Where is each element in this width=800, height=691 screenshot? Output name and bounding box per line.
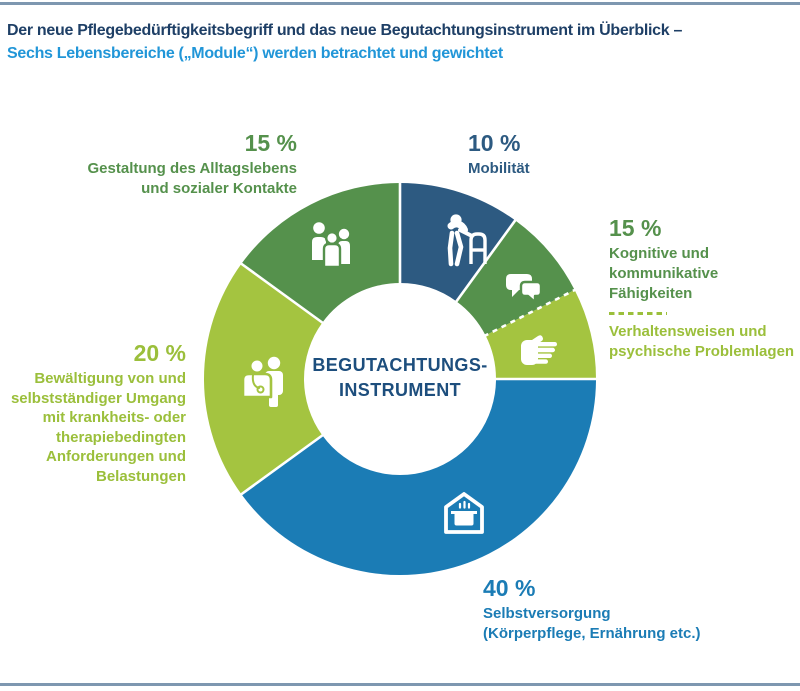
segment-label-text: Fähigkeiten [609,285,693,302]
speech-bubbles-icon [506,274,543,304]
center-label-line-2: INSTRUMENT [339,379,461,400]
segment-label-text: (Körperpflege, Ernährung etc.) [483,625,701,642]
segment-label-gestaltung: 15 % Gestaltung des Alltagslebens und so… [88,131,298,199]
center-label-line-1: BEGUTACHTUNGS- [312,355,488,375]
segment-label-selbstversorgung: 40 % Selbstversorgung (Körperpflege, Ern… [483,576,701,644]
top-divider-rule [0,2,800,5]
segment-divider [483,287,578,338]
segment-label-text: psychische Problemlagen [609,343,795,360]
segment-divider [239,433,325,497]
hand-icon [521,335,557,365]
donut-segment [485,290,596,379]
segment-label-text: therapiebedingten [55,428,186,446]
page-title: Der neue Pflegebedürftigkeitsbegriff und… [7,19,682,65]
segment-label-text: Belastungen [95,467,186,485]
segment-divider [239,261,325,325]
people-group-icon [312,222,350,269]
dashed-separator [609,312,667,315]
segment-label-text: Kognitive und kommunikative [609,245,719,282]
donut-segment [241,379,596,575]
title-line-2: Sechs Lebensbereiche („Module“) werden b… [7,45,503,62]
segment-label-text: Verhaltensweisen und [609,323,767,340]
percentage-value: 20 % [133,340,186,366]
donut-chart [200,179,600,579]
percentage-value: 15 % [244,130,297,156]
donut-svg [203,181,598,575]
segment-label-text: Anforderungen und [46,448,186,465]
donut-center-label: BEGUTACHTUNGS- INSTRUMENT [290,353,510,402]
segment-label-text: Gestaltung des Alltagslebens [87,160,298,177]
segment-label-kognitive: 15 % Kognitive und kommunikative Fähigke… [609,216,800,362]
segment-label-text: Bewältigung von und [34,370,186,387]
percentage-value: 15 % [609,215,662,241]
segment-label-text: Selbstversorgung [483,605,611,622]
segment-label-text: und sozialer Kontakte [141,180,297,197]
walker-icon [447,214,487,267]
bottom-divider-rule [0,683,800,686]
segment-label-mobilitaet: 10 % Mobilität [468,131,530,179]
percentage-value: 40 % [483,575,536,601]
title-line-1: Der neue Pflegebedürftigkeitsbegriff und… [7,22,683,39]
segment-label-text: Mobilität [468,160,530,177]
segment-label-text: selbstständiger Umgang [10,389,186,407]
doctor-patient-icon [241,356,283,407]
percentage-value: 10 % [468,130,521,156]
house-pot-icon [444,492,484,534]
segment-label-bewaeltigung: 20 % Bewältigung von und selbstständiger… [11,341,186,486]
segment-label-text: mit krankheits- oder [42,409,186,426]
